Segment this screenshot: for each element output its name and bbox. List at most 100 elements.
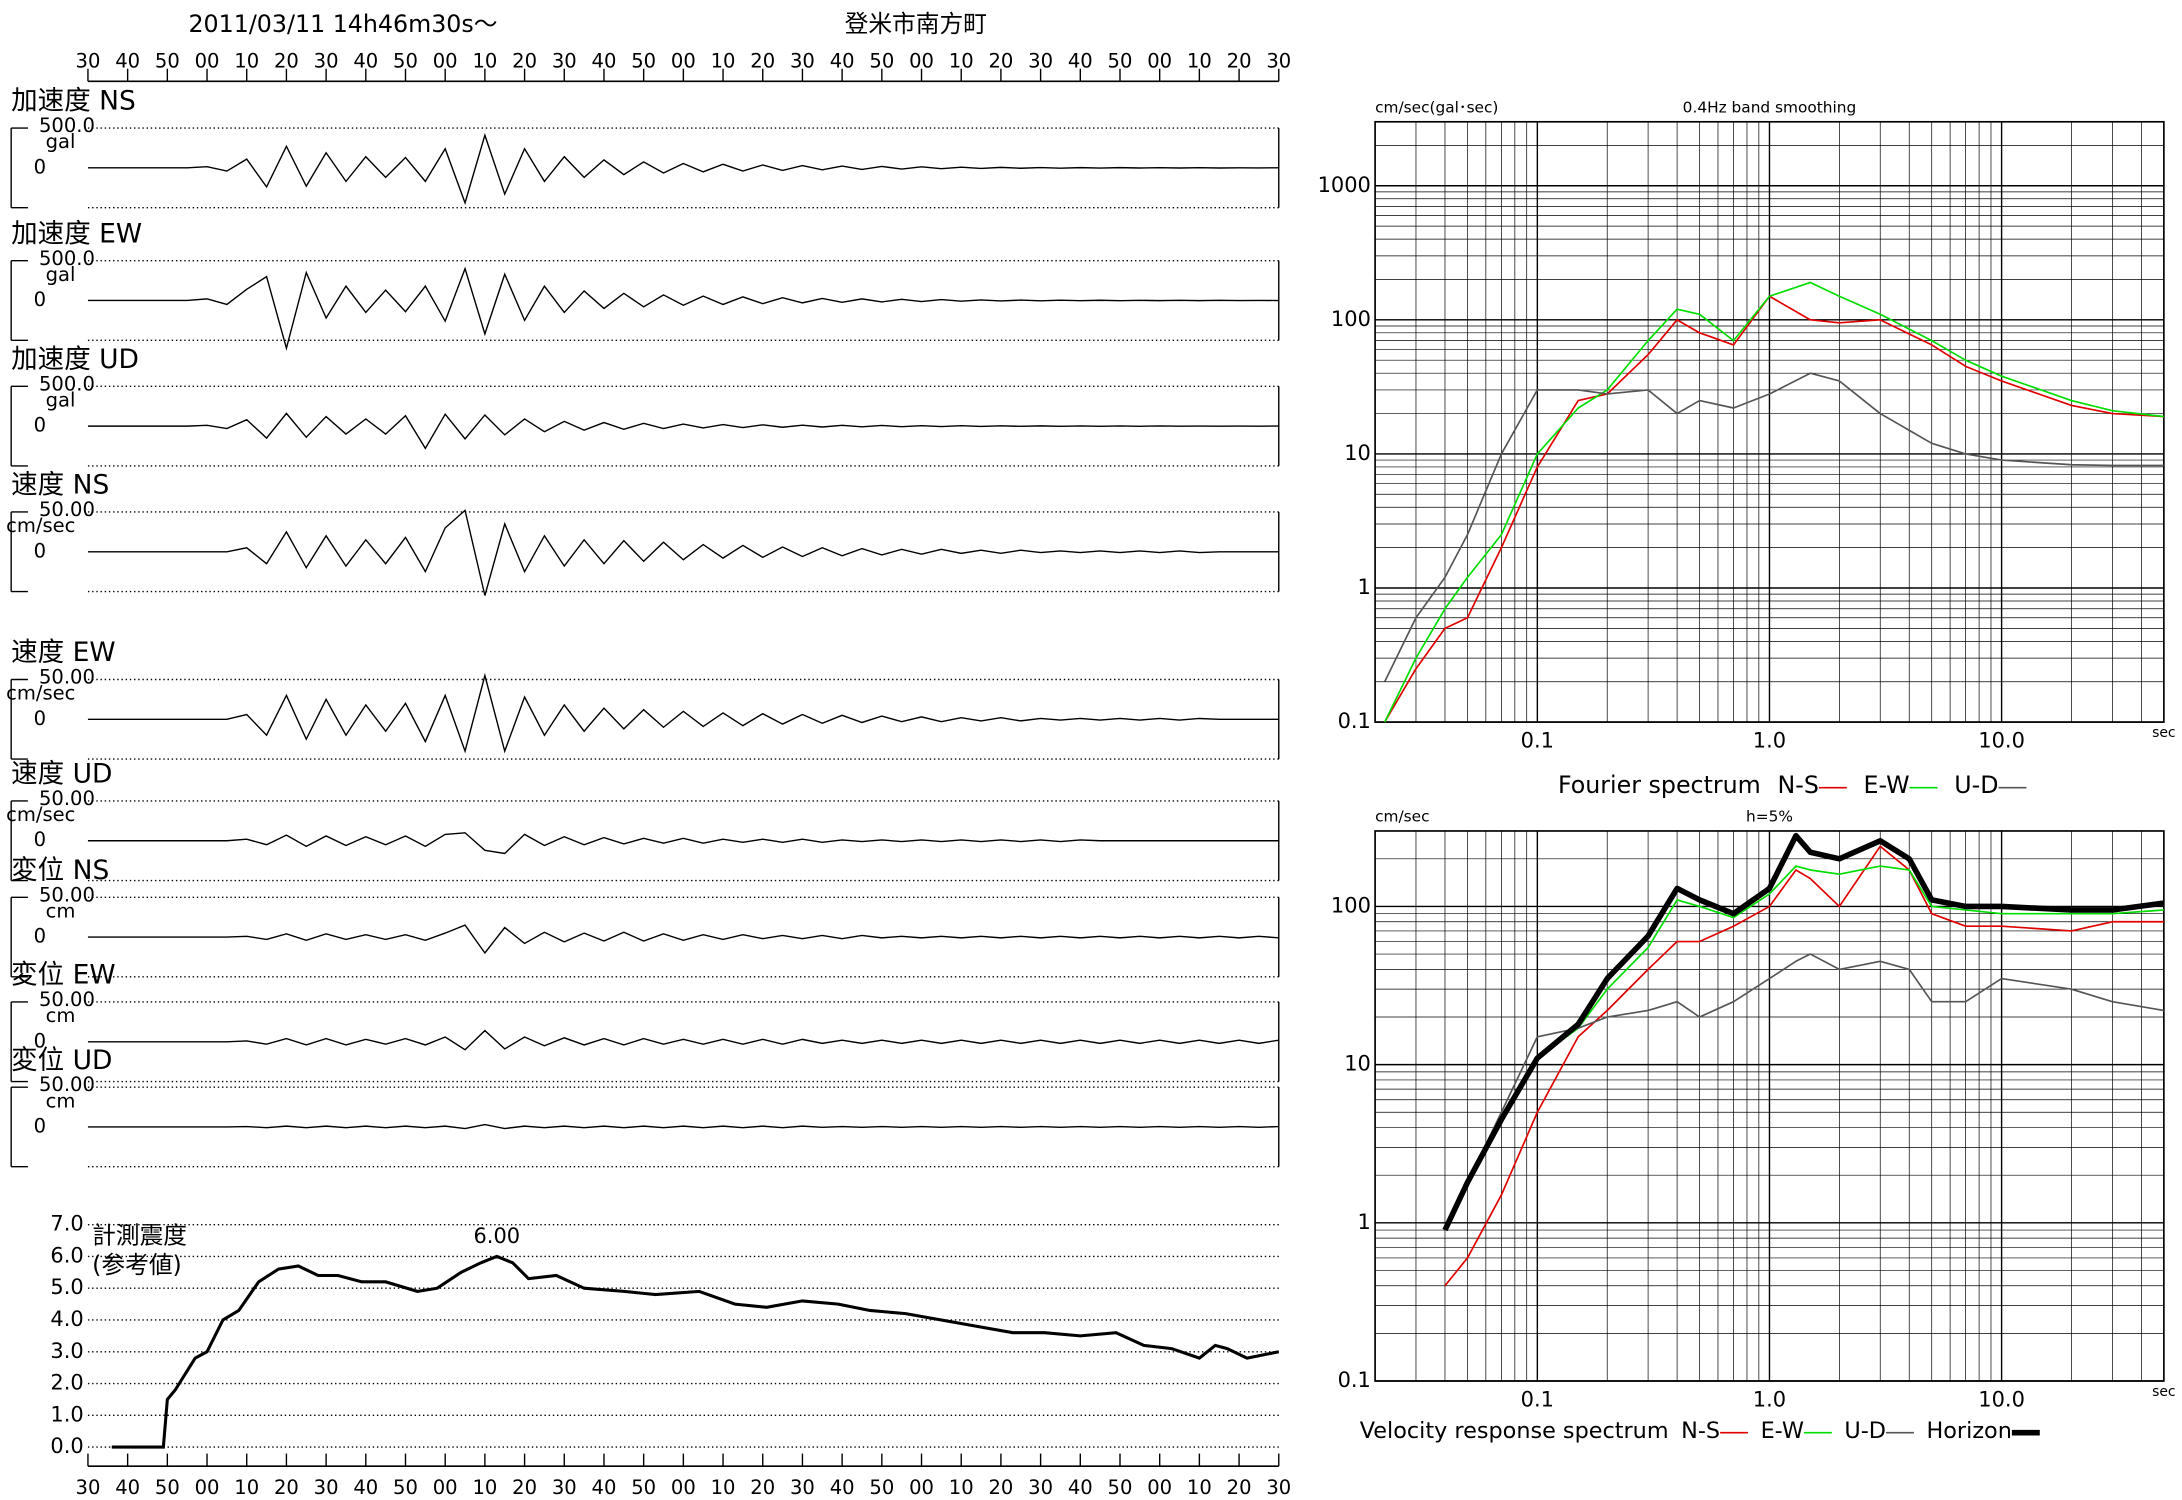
x-tick-label: 50: [155, 1476, 180, 1499]
legend-label: N-S: [1778, 771, 1819, 799]
x-tick-label: 20: [1227, 1476, 1252, 1499]
y-tick-label: 1: [1358, 575, 1371, 599]
y-label: (参考値): [92, 1251, 182, 1279]
chart-subtitle: 0.4Hz band smoothing: [1683, 98, 1857, 116]
x-tick-label: 40: [830, 49, 855, 72]
x-tick-label: 30: [76, 1476, 101, 1499]
y-tick-label: 0: [34, 539, 46, 562]
y-tick-label: 50.00: [39, 498, 95, 521]
spectrum-line: [1383, 281, 2164, 723]
x-tick-label: 30: [1266, 49, 1291, 72]
panel-title: 加速度 EW: [11, 218, 142, 249]
y-tick-label: 1.0: [50, 1402, 83, 1426]
unit-label: gal: [46, 263, 76, 286]
x-tick-label: 10: [234, 49, 259, 72]
x-tick-label: 50: [393, 1476, 418, 1499]
x-tick-label: 20: [988, 1476, 1013, 1499]
x-tick-label: 10: [949, 49, 974, 72]
panel-title: 変位 NS: [11, 855, 109, 886]
x-tick-label: 00: [909, 1476, 934, 1499]
x-tick-label: 10: [1187, 49, 1212, 72]
x-tick-label: 20: [274, 49, 299, 72]
x-tick-label: 50: [155, 49, 180, 72]
y-tick-label: 6.0: [50, 1243, 83, 1267]
legend-title: Fourier spectrum: [1558, 771, 1761, 799]
y-tick-label: 0.1: [1338, 709, 1371, 733]
panel-title: 変位 EW: [11, 960, 115, 991]
y-tick-label: 10: [1344, 441, 1371, 465]
y-tick-label: 0: [34, 414, 46, 437]
x-tick-label: 00: [195, 49, 220, 72]
y-tick-label: 50.00: [39, 666, 95, 689]
spectrum-line: [1444, 953, 2164, 1231]
waveform: [87, 1123, 1279, 1130]
panel-title: 加速度 UD: [11, 344, 139, 375]
x-tick-label: 30: [790, 49, 815, 72]
x-tick-label: 40: [1068, 1476, 1093, 1499]
x-tick-label: 20: [750, 49, 775, 72]
y-tick-label: 0: [34, 828, 46, 851]
legend-label: Horizon: [1926, 1418, 2011, 1444]
x-tick-label: 10: [949, 1476, 974, 1499]
x-tick-label: 30: [314, 49, 339, 72]
x-tick-label: 40: [353, 49, 378, 72]
legend-label: E-W: [1864, 771, 1910, 799]
panel-title: 加速度 NS: [11, 86, 136, 117]
spectrum-line: [1383, 295, 2164, 723]
chart-title: 2011/03/11 14h46m30s～: [188, 10, 497, 38]
x-label: sec: [2152, 725, 2176, 741]
waveform: [87, 1029, 1279, 1051]
intensity-line: [111, 1254, 1280, 1449]
x-label: sec: [2152, 1384, 2176, 1400]
waveform: [87, 509, 1279, 596]
x-tick-label: 30: [1266, 1476, 1291, 1499]
x-tick-label: 00: [433, 1476, 458, 1499]
y-tick-label: 0: [34, 925, 46, 948]
x-tick-label: 10: [472, 1476, 497, 1499]
y-tick-label: 0.1: [1338, 1368, 1371, 1392]
x-tick-label: 0.1: [1521, 1388, 1554, 1412]
x-tick-label: 00: [671, 49, 696, 72]
x-tick-label: 20: [274, 1476, 299, 1499]
waveform: [87, 266, 1279, 351]
x-tick-label: 20: [1227, 49, 1252, 72]
y-tick-label: 500.0: [39, 372, 95, 395]
y-tick-label: 0: [34, 1029, 46, 1052]
x-tick-label: 50: [1108, 49, 1133, 72]
y-tick-label: 100: [1331, 307, 1371, 331]
x-tick-label: 20: [750, 1476, 775, 1499]
y-tick-label: 0: [34, 155, 46, 178]
x-tick-label: 00: [909, 49, 934, 72]
unit-label: cm/sec: [6, 682, 75, 705]
waveform: [87, 672, 1279, 754]
y-tick-label: 50.00: [39, 1073, 95, 1096]
y-label: 計測震度: [92, 1222, 187, 1250]
y-tick-label: 1000: [1318, 173, 1371, 197]
x-tick-label: 30: [314, 1476, 339, 1499]
x-tick-label: 50: [393, 49, 418, 72]
x-tick-label: 00: [1147, 49, 1172, 72]
y-tick-label: 5.0: [50, 1275, 83, 1299]
panel-title: 速度 EW: [11, 637, 115, 668]
x-tick-label: 40: [1068, 49, 1093, 72]
y-tick-label: 100: [1331, 893, 1371, 917]
x-tick-label: 40: [353, 1476, 378, 1499]
x-tick-label: 50: [869, 1476, 894, 1499]
y-tick-label: 2.0: [50, 1371, 83, 1395]
x-tick-label: 10.0: [1978, 1388, 2025, 1412]
unit-label: cm/sec: [6, 803, 75, 826]
x-tick-label: 30: [1028, 1476, 1053, 1499]
y-tick-label: 10: [1344, 1052, 1371, 1076]
x-tick-label: 10: [711, 1476, 736, 1499]
unit-label: gal: [46, 388, 76, 411]
x-tick-label: 40: [115, 49, 140, 72]
y-tick-label: 3.0: [50, 1339, 83, 1363]
y-tick-label: 500.0: [39, 247, 95, 270]
legend-title: Velocity response spectrum: [1360, 1418, 1669, 1444]
y-tick-label: 7.0: [50, 1212, 83, 1236]
waveform: [87, 832, 1279, 855]
x-tick-label: 20: [512, 1476, 537, 1499]
y-tick-label: 50.00: [39, 787, 95, 810]
